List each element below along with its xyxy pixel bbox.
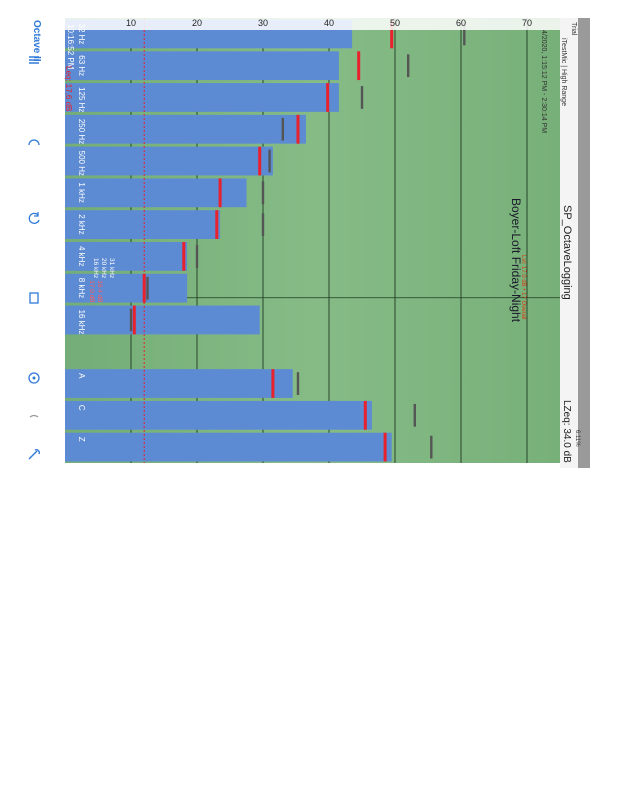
max-marker-C <box>413 403 416 427</box>
band-label-1 kHz: 1 kHz <box>77 182 86 202</box>
band-label-32 Hz: 32 Hz <box>77 24 86 45</box>
band-label-63 Hz: 63 Hz <box>77 55 86 76</box>
bar-63 Hz <box>65 51 339 81</box>
annotation-small: Lvl: 17.0 dB • 17 Overall <box>520 255 526 319</box>
tick-label-30: 30 <box>258 18 268 28</box>
bar-16 kHz <box>65 305 260 335</box>
bar-250 Hz <box>65 114 306 144</box>
leq-marker-125 Hz <box>326 83 330 112</box>
callout-line-2: 31 kHz <box>108 258 115 278</box>
max-marker-32 Hz <box>463 22 466 46</box>
refresh-icon[interactable] <box>28 212 40 224</box>
band-label-500 Hz: 500 Hz <box>77 151 86 176</box>
max-marker-A <box>296 372 300 395</box>
band-label-16 kHz: 16 kHz <box>77 310 86 335</box>
band-label-2 kHz: 2 kHz <box>77 214 86 234</box>
band-callout: 16 kHz 20 kHz 31 kHz 17.0 dB 16.4 dB <box>88 258 115 303</box>
max-marker-500 Hz <box>268 149 271 173</box>
max-marker-8 kHz <box>146 276 149 300</box>
leq-marker-2 kHz <box>215 210 219 239</box>
header-date: 4/2020, 1:15:12 PM - 2:30:14 PM <box>540 30 547 133</box>
wrench-icon[interactable] <box>28 449 40 460</box>
band-label-Z: Z <box>77 437 86 442</box>
footer-right: LZeq: 34.0 dB <box>561 400 572 463</box>
tick-label-70: 70 <box>522 18 532 28</box>
chart-title: SP_OctaveLogging <box>561 205 573 300</box>
leq-marker-8 kHz <box>142 273 146 303</box>
bar-4 kHz <box>65 242 188 271</box>
copy-icon[interactable] <box>29 292 39 304</box>
bar-A <box>65 369 293 398</box>
leq-marker-C <box>363 400 367 430</box>
leq-marker-16 kHz <box>132 305 136 335</box>
callout-line-1: 20 kHz <box>100 258 107 278</box>
leq-readout: Leq: 17.6 dB <box>64 66 73 111</box>
bar-125 Hz <box>65 83 339 112</box>
headphones-icon[interactable] <box>28 139 40 146</box>
bar-C <box>65 400 372 430</box>
settings-icon[interactable] <box>29 414 39 418</box>
tick-band <box>65 18 560 30</box>
leq-marker-4 kHz <box>182 242 186 271</box>
band-label-4 kHz: 4 kHz <box>77 246 86 266</box>
leq-marker-63 Hz <box>357 51 361 81</box>
band-label-A: A <box>77 373 86 379</box>
tick-label-40: 40 <box>324 18 334 28</box>
tick-label-60: 60 <box>456 18 466 28</box>
leq-marker-A <box>271 369 275 398</box>
bar-Z <box>65 432 392 462</box>
callout-value-0: 17.0 dB <box>88 280 95 302</box>
bar-1 kHz <box>65 178 247 208</box>
bar-500 Hz <box>65 146 273 176</box>
app-name: Octave II <box>31 20 42 62</box>
left-toolbar <box>20 18 58 468</box>
tick-label-50: 50 <box>390 18 400 28</box>
annotation: Boyer-Loft Friday-Night <box>509 198 523 323</box>
max-marker-1 kHz <box>261 181 265 205</box>
leq-marker-250 Hz <box>296 114 300 144</box>
battery-readout: 6:11% <box>574 430 580 447</box>
tick-label-10: 10 <box>126 18 136 28</box>
callout-line-0: 16 kHz <box>92 258 99 278</box>
max-marker-16 kHz <box>129 308 133 332</box>
header-dark-edge <box>578 18 590 468</box>
leq-marker-500 Hz <box>258 146 262 176</box>
bar-8 kHz <box>65 273 188 303</box>
leq-marker-Z <box>383 432 387 462</box>
menu-icon[interactable] <box>29 56 39 64</box>
header-status: Trial <box>570 22 577 36</box>
octave-band-chart: 32 Hz 63 Hz 125 Hz 250 Hz 500 Hz 1 kHz 2 kHz 4 … <box>65 18 560 463</box>
timestamp: 10:16:52 PM <box>66 24 75 70</box>
max-marker-2 kHz <box>261 213 265 236</box>
callout-value-1: 16.4 dB <box>96 280 103 302</box>
max-marker-250 Hz <box>281 117 284 141</box>
tick-label-20: 20 <box>192 18 202 28</box>
max-marker-Z <box>430 435 433 459</box>
max-marker-4 kHz <box>195 245 199 268</box>
header-mic: iTestMic | High Range <box>560 38 567 106</box>
band-label-8 kHz: 8 kHz <box>77 278 86 298</box>
target-icon[interactable] <box>28 372 40 384</box>
leq-marker-1 kHz <box>218 178 222 208</box>
band-label-125 Hz: 125 Hz <box>77 87 86 112</box>
max-marker-63 Hz <box>407 54 410 78</box>
max-marker-125 Hz <box>360 86 364 109</box>
band-label-250 Hz: 250 Hz <box>77 119 86 144</box>
leq-marker-32 Hz <box>390 19 394 49</box>
bar-2 kHz <box>65 210 221 239</box>
band-label-C: C <box>77 405 86 411</box>
